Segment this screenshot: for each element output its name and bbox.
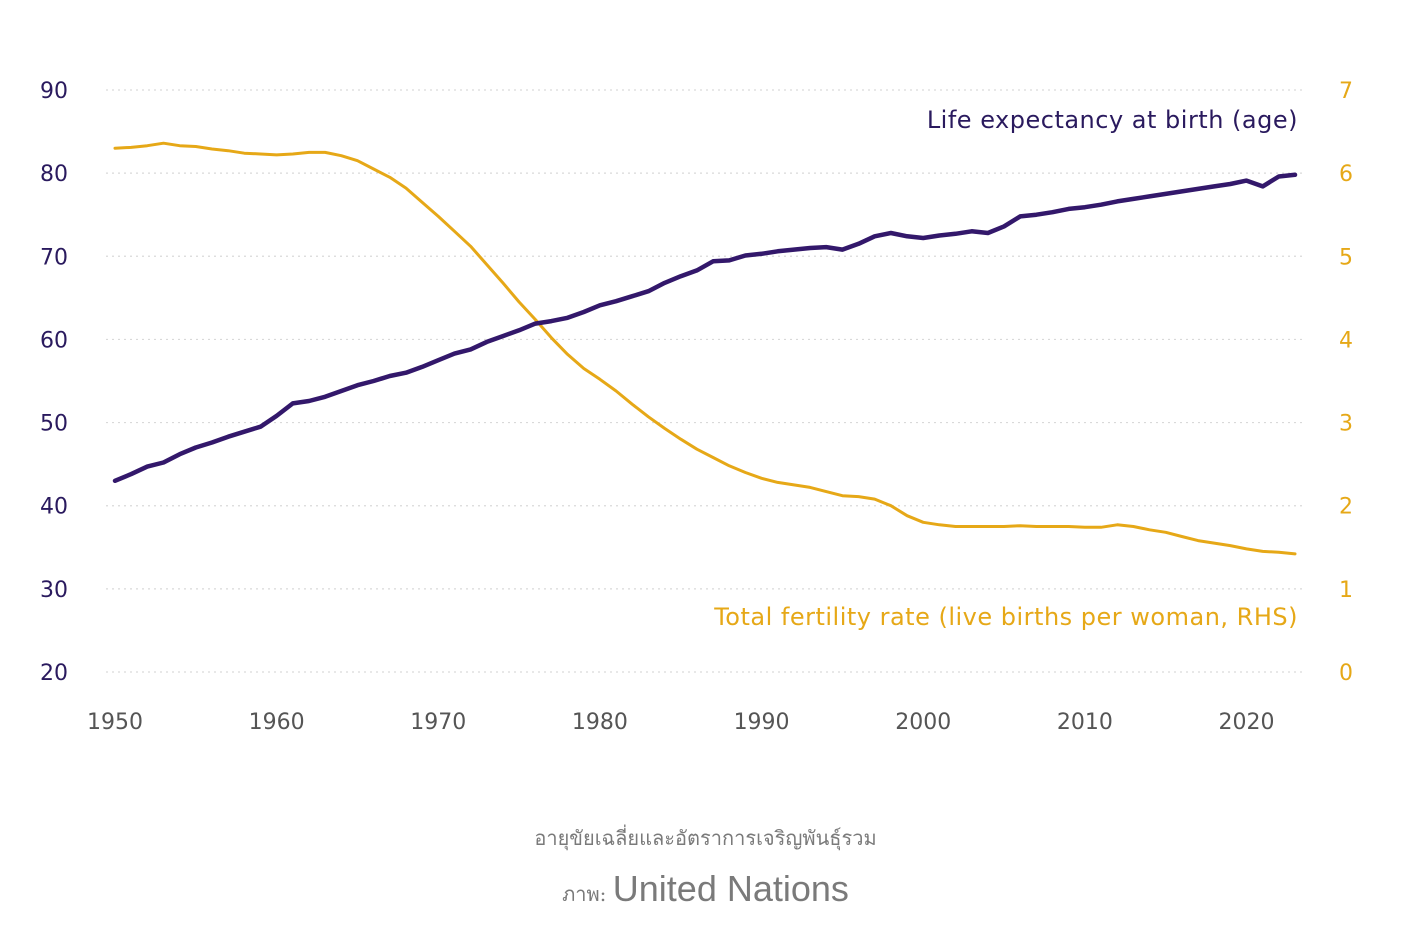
fertility-rate-line	[113, 141, 1297, 556]
x-tick-label: 1960	[249, 710, 305, 735]
left-tick-label: 90	[40, 79, 68, 104]
credit-prefix: ภาพ:	[562, 882, 613, 906]
x-tick-label: 1990	[734, 710, 790, 735]
left-tick-label: 70	[40, 245, 68, 270]
fertility-rate-label: Total fertility rate (live births per wo…	[713, 603, 1298, 631]
right-tick-label: 4	[1339, 328, 1353, 353]
left-tick-label: 50	[40, 412, 68, 437]
right-tick-label: 0	[1339, 661, 1353, 686]
life-expectancy-label: Life expectancy at birth (age)	[927, 106, 1298, 134]
life-expectancy-line	[112, 172, 1298, 484]
x-axis-ticks: 1950 1960 1970 1980 1990 2000 2010 2020	[87, 710, 1275, 735]
right-axis-ticks: 0 1 2 3 4 5 6 7	[1339, 79, 1353, 686]
left-axis-ticks: 20 30 40 50 60 70 80 90	[40, 79, 68, 686]
x-tick-label: 1970	[410, 710, 466, 735]
grid-lines	[106, 89, 1306, 673]
series-lines	[112, 141, 1298, 556]
left-tick-label: 80	[40, 162, 68, 187]
left-tick-label: 40	[40, 495, 68, 520]
right-tick-label: 3	[1339, 412, 1353, 437]
credit-source: United Nations	[612, 868, 849, 909]
left-tick-label: 30	[40, 578, 68, 603]
right-tick-label: 7	[1339, 79, 1353, 104]
image-credit: ภาพ: United Nations	[0, 868, 1411, 910]
x-tick-label: 1950	[87, 710, 143, 735]
x-tick-label: 2020	[1219, 710, 1275, 735]
x-tick-label: 2010	[1057, 710, 1113, 735]
x-tick-label: 2000	[895, 710, 951, 735]
left-tick-label: 20	[40, 661, 68, 686]
x-tick-label: 1980	[572, 710, 628, 735]
caption-text: อายุขัยเฉลี่ยและอัตราการเจริญพันธุ์รวม	[534, 826, 877, 850]
figure-caption: อายุขัยเฉลี่ยและอัตราการเจริญพันธุ์รวม	[0, 822, 1411, 854]
right-tick-label: 2	[1339, 495, 1353, 520]
left-tick-label: 60	[40, 328, 68, 353]
right-tick-label: 6	[1339, 162, 1353, 187]
right-tick-label: 1	[1339, 578, 1353, 603]
right-tick-label: 5	[1339, 245, 1353, 270]
